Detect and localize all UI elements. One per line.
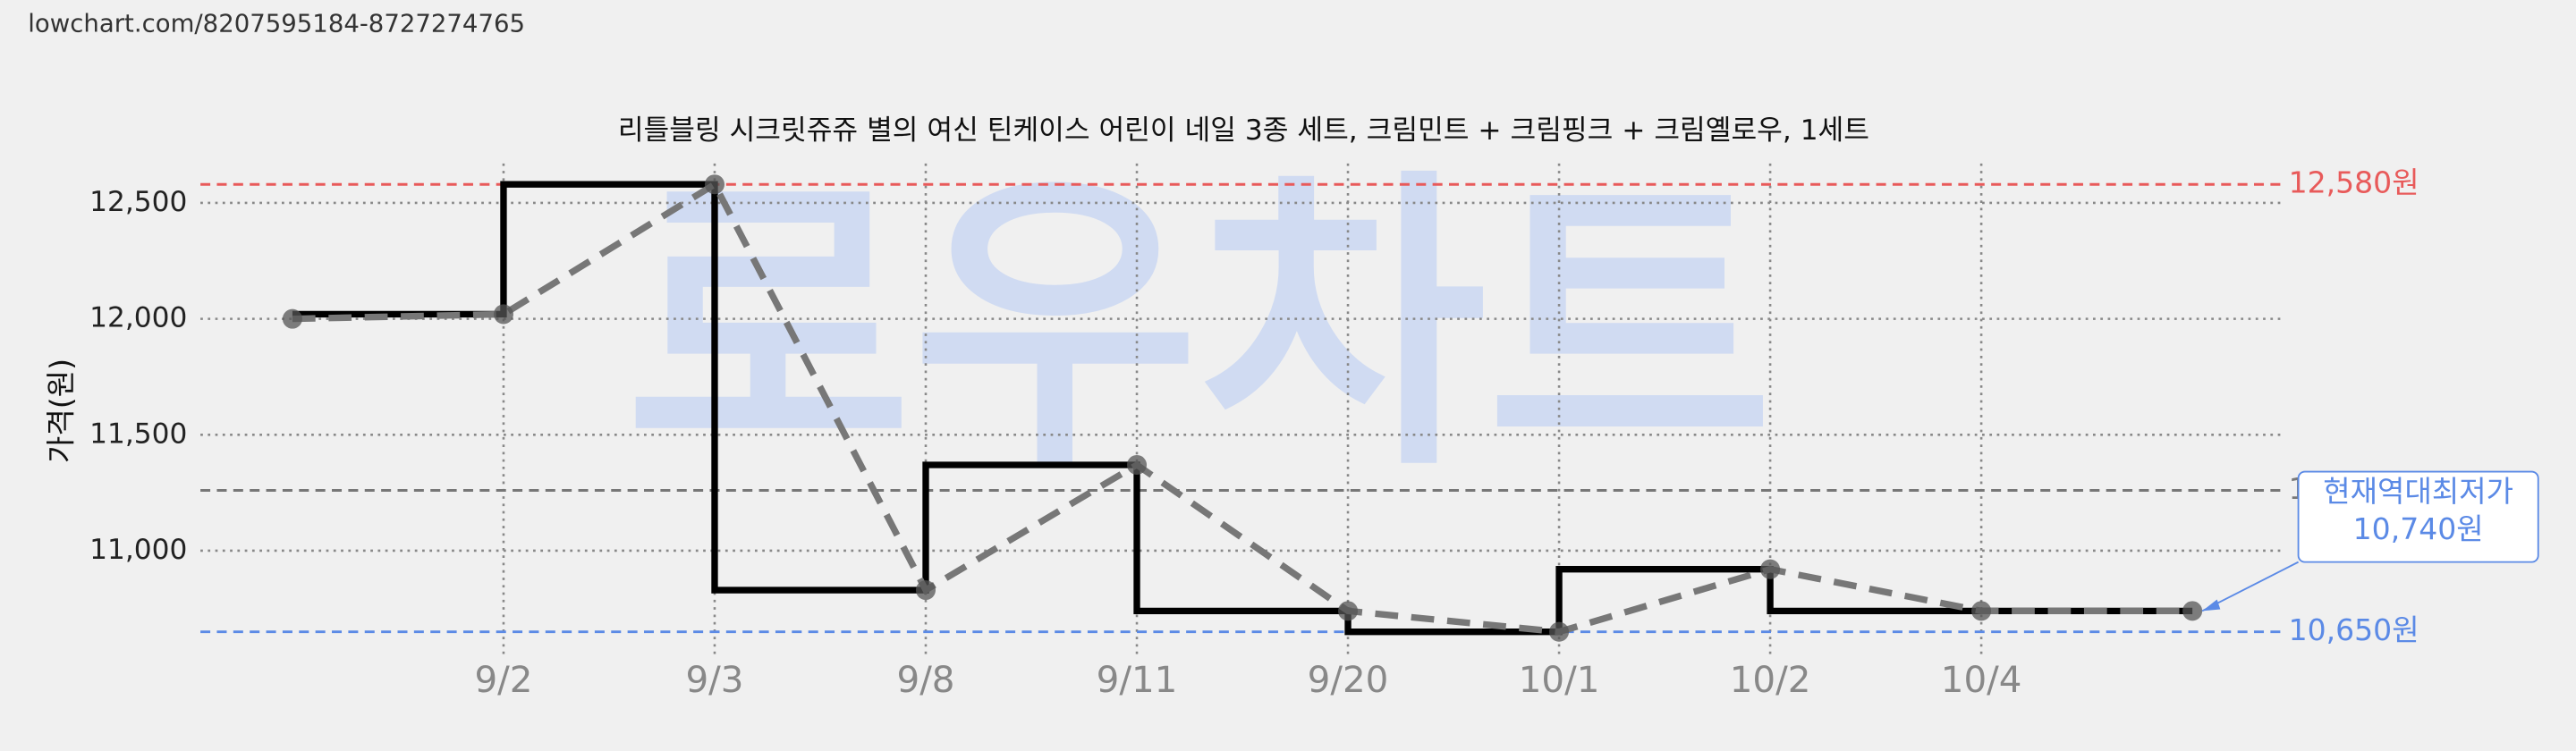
y-tick-label: 11,500	[89, 418, 187, 450]
annotation-arrow	[2201, 561, 2300, 612]
price-point	[493, 304, 513, 325]
x-tick-label: 9/3	[685, 658, 743, 701]
price-point	[2182, 601, 2203, 621]
price-point	[915, 579, 936, 601]
x-tick-label: 10/2	[1730, 658, 1811, 701]
source-url: lowchart.com/8207595184-8727274765	[28, 10, 525, 38]
price-point	[1549, 621, 1570, 642]
annotation-text: 10,740원	[2353, 511, 2484, 546]
annotation-box	[2297, 470, 2539, 563]
x-tick-label: 9/2	[474, 658, 532, 701]
annotation-text: 현재역대최저가	[2323, 474, 2513, 509]
y-axis-label: 가격(원)	[43, 359, 78, 463]
y-tick-label: 11,000	[89, 534, 187, 566]
trend-line	[292, 180, 2193, 636]
price-point	[1127, 454, 1148, 476]
y-tick-label: 12,000	[89, 302, 187, 334]
x-tick-label: 9/11	[1097, 658, 1178, 701]
price-point	[704, 174, 724, 195]
x-tick-label: 9/20	[1308, 658, 1389, 701]
chart-title: 리틀블링 시크릿쥬쥬 별의 여신 틴케이스 어린이 네일 3종 세트, 크림민트…	[618, 114, 1869, 147]
watermark: 로우차트	[625, 145, 1774, 508]
price-point	[1338, 601, 1359, 621]
price-step-line	[292, 181, 2193, 636]
x-tick-label: 10/1	[1519, 658, 1600, 701]
price-point	[282, 308, 302, 329]
reference-label: 10,650원	[2289, 612, 2419, 647]
price-point	[1971, 601, 1992, 621]
reference-label: 12,580원	[2289, 165, 2419, 200]
x-tick-label: 10/4	[1941, 658, 2022, 701]
x-tick-label: 9/8	[896, 658, 954, 701]
y-tick-label: 12,500	[89, 186, 187, 218]
annotation-arrowhead	[2202, 599, 2221, 612]
price-point	[1760, 559, 1781, 579]
